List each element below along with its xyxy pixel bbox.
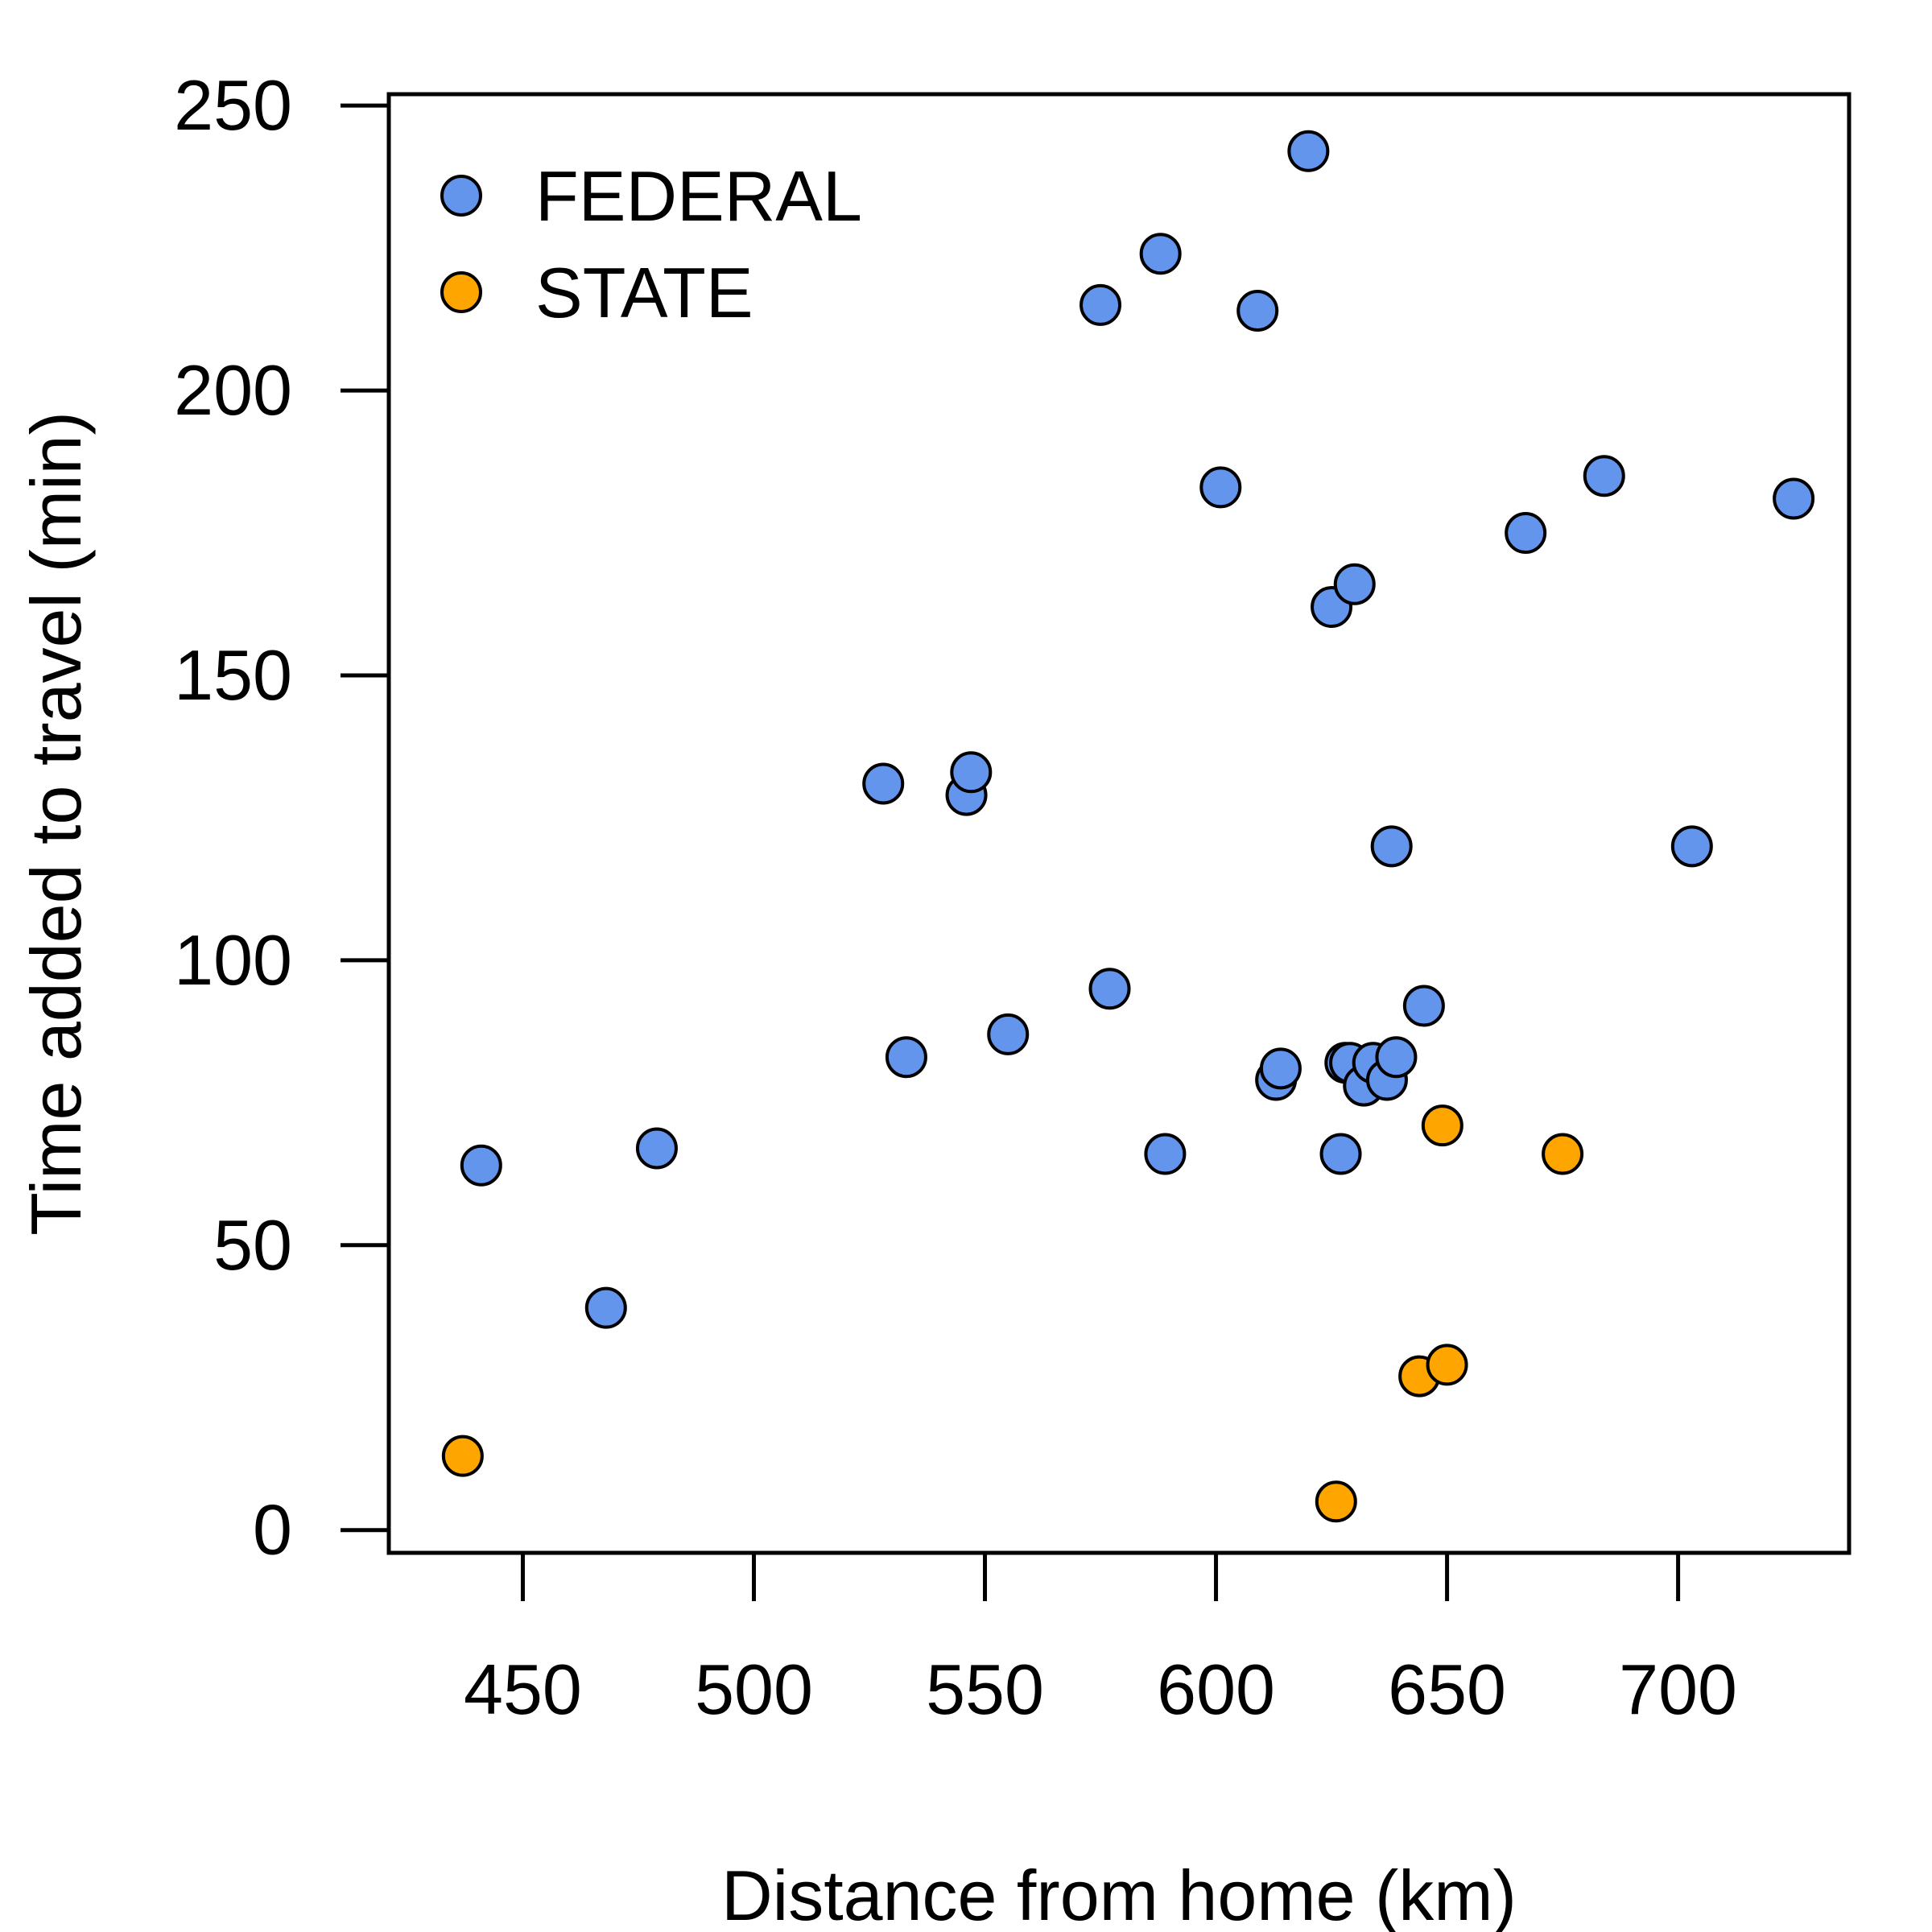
data-point (862, 762, 905, 805)
y-axis-title: Time added to travel (min) (16, 411, 96, 1236)
y-tick-label: 100 (174, 920, 292, 1000)
x-tick-label: 450 (464, 1649, 582, 1729)
data-point (441, 1435, 484, 1477)
data-point (1287, 130, 1330, 172)
data-point (885, 1036, 927, 1079)
data-point (1199, 466, 1242, 509)
x-tick-label: 600 (1157, 1649, 1275, 1729)
legend-label-state: STATE (535, 253, 753, 332)
data-point (1333, 563, 1376, 605)
y-tick-label: 50 (213, 1205, 292, 1285)
data-point (1236, 289, 1279, 332)
data-points (441, 130, 1815, 1523)
data-point (1583, 455, 1625, 497)
data-point (1370, 825, 1413, 868)
x-axis-title: Distance from home (km) (721, 1856, 1517, 1932)
legend-marker-federal (440, 175, 482, 217)
x-tick-label: 650 (1388, 1649, 1506, 1729)
data-point (1319, 1133, 1362, 1175)
data-point (1080, 283, 1122, 326)
data-point (987, 1013, 1030, 1055)
y-tick-label: 250 (174, 65, 292, 145)
legend-marker-state (440, 271, 482, 313)
x-tick-label: 550 (926, 1649, 1044, 1729)
legend: FEDERAL STATE (440, 156, 862, 332)
y-tick-label: 200 (174, 350, 292, 430)
data-point (1088, 968, 1131, 1010)
y-tick-label: 0 (253, 1490, 292, 1570)
data-point (1426, 1344, 1468, 1386)
data-point (1315, 1480, 1357, 1523)
data-point (1421, 1104, 1463, 1147)
data-point (1139, 233, 1182, 275)
series-state (441, 1104, 1584, 1523)
x-tick-label: 500 (695, 1649, 813, 1729)
legend-label-federal: FEDERAL (535, 156, 862, 236)
plot-frame (386, 92, 1852, 1555)
data-point (1505, 512, 1547, 555)
x-tick-label: 700 (1619, 1649, 1737, 1729)
data-point (950, 751, 993, 794)
y-tick-label: 150 (174, 635, 292, 715)
data-point (1542, 1133, 1584, 1175)
data-point (1773, 477, 1815, 520)
data-point (460, 1144, 502, 1187)
data-point (1402, 985, 1445, 1027)
y-axis: 0 50 100 150 200 250 (174, 65, 389, 1570)
data-point (1144, 1133, 1187, 1175)
data-point (584, 1286, 627, 1329)
data-point (1375, 1036, 1418, 1079)
series-federal (460, 130, 1815, 1329)
x-axis: 450 500 550 600 650 700 (464, 1550, 1737, 1729)
data-point (1670, 825, 1713, 868)
data-point (1259, 1047, 1302, 1090)
data-point (635, 1127, 678, 1170)
